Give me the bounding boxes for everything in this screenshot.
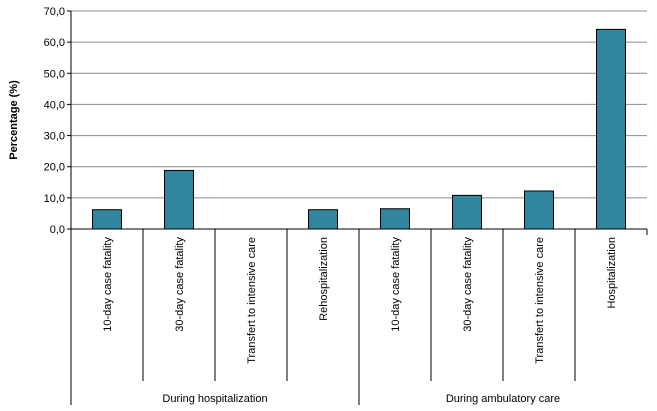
bar [380, 208, 410, 230]
group-label: During hospitalization [162, 393, 267, 405]
y-axis-label: Percentage (%) [8, 80, 20, 160]
y-tick-label: 60,0 [44, 37, 65, 49]
x-tick-label: 30-day case fatality [462, 237, 474, 332]
x-tick-label: 30-day case fatality [174, 237, 186, 332]
bar [164, 169, 194, 230]
bar [596, 28, 626, 230]
x-tick-label: 10-day case fatality [390, 237, 402, 332]
bar [92, 209, 122, 230]
x-tick-label: Rehospitalization [318, 237, 330, 321]
y-axis: 0,0 10,0 20,0 30,0 40,0 50,0 60,0 70,0 [44, 6, 72, 405]
x-axis: 10-day case fatality 30-day case fatality… [71, 228, 648, 405]
x-tick-label: Transfert to intensive care [246, 237, 258, 364]
bar [524, 190, 554, 230]
bar [308, 209, 338, 230]
bar [452, 194, 482, 230]
x-tick-label: 10-day case fatality [102, 237, 114, 332]
y-tick-label: 0,0 [50, 224, 65, 236]
group-label: During ambulatory care [446, 393, 560, 405]
y-tick-label: 20,0 [44, 162, 65, 174]
x-tick-label: Transfert to intensive care [534, 237, 546, 364]
y-tick-label: 70,0 [44, 6, 65, 18]
y-tick-label: 50,0 [44, 68, 65, 80]
y-tick-label: 10,0 [44, 193, 65, 205]
x-tick-label: Hospitalization [606, 237, 618, 309]
gridlines [71, 10, 647, 199]
y-tick-label: 30,0 [44, 131, 65, 143]
bars [92, 28, 626, 230]
y-tick-label: 40,0 [44, 99, 65, 111]
